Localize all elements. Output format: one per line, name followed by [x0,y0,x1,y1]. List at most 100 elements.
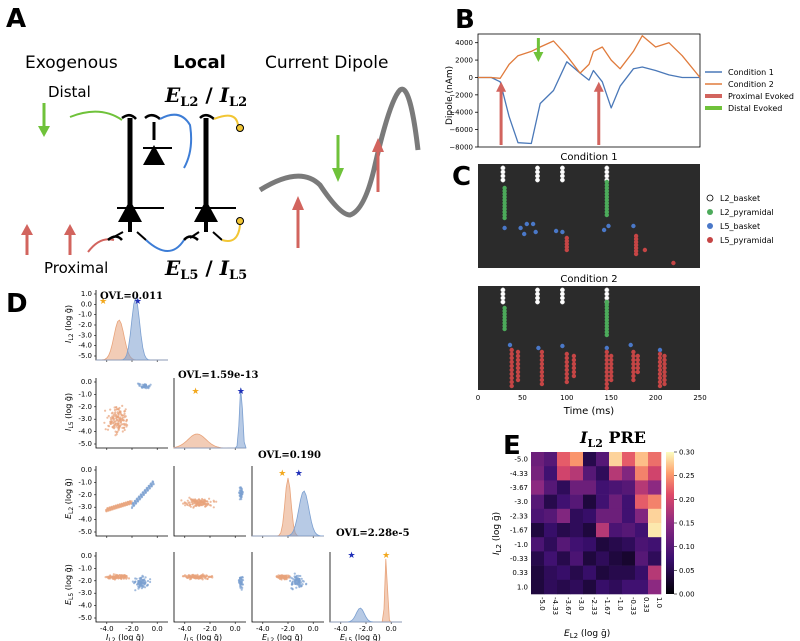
spike-dot [604,365,609,371]
spike-dot [560,229,565,235]
sample-point [293,582,297,585]
heatmap-cell [635,537,649,552]
local-label: Local [173,52,226,73]
sample-point [133,504,136,507]
sample-point [148,487,151,490]
spike-dot [635,365,640,371]
sample-point [284,575,287,578]
heatmap-cell [557,565,571,581]
sample-point [103,421,106,424]
sample-point [125,419,128,422]
sample-point [112,576,115,579]
spike-dot [604,169,610,175]
heatmap-cell [557,480,571,495]
pairplot-y-tick-label: -2.0 [78,577,92,585]
pairplot-y-tick-label: -3.0 [78,589,92,597]
pairplot-row-label: IL2 (log ḡ) [64,305,75,343]
legend-proximal-evoked: Proximal Evoked [728,92,794,101]
sample-point [199,500,202,503]
spike-dot [564,363,569,369]
sample-point [114,422,118,425]
heatmap-x-tick-label: 1.0 [655,597,663,608]
sample-point [110,412,113,415]
spike-dot [524,221,529,227]
spike-dot [509,375,514,381]
sample-point [201,578,204,581]
star-icon: ★ [237,387,245,397]
spike-dot [657,351,663,357]
heatmap-cell [583,579,597,595]
heatmap-x-tick-label: -3.67 [564,597,572,615]
el5-il5-label: EL5 / IL5 [164,256,247,283]
sample-point [188,578,192,581]
proximal-input-curve [87,238,115,253]
colorbar-tick-label: 0.20 [679,496,695,504]
spike-dot [633,251,639,257]
pairplot-axes [173,552,246,623]
heatmap-cell [544,565,558,581]
heatmap-cell [570,537,584,552]
spike-dot [604,165,610,171]
heatmap-cell [648,551,662,566]
spike-dot [509,359,514,365]
spike-dot [539,361,545,367]
sample-point [211,576,214,579]
sample-point [144,576,147,579]
ovl-label: OVL=2.28e-5 [336,528,410,539]
spike-dot [671,260,676,266]
l2-basket-cell-icon [236,124,244,132]
heatmap-cell [570,551,584,566]
sample-point [122,423,125,426]
spike-dot [635,361,640,367]
heatmap-cell [596,466,610,481]
heatmap-cell [544,537,558,552]
sample-point [204,575,208,578]
raster-x-tick-label: 150 [605,394,618,402]
sample-point [142,493,145,496]
pairplot-x-tick-label: -4.0 [178,625,192,633]
sample-point [104,428,107,431]
spike-dot [601,227,607,233]
pairplot-y-tick-label: 0.0 [81,552,92,560]
heatmap-cell [648,494,662,510]
sample-point [237,580,241,584]
star-icon: ★ [99,297,107,307]
spike-dot [564,247,569,253]
heatmap-cell [557,452,571,467]
sample-point [127,577,131,580]
sample-point [207,502,210,505]
heatmap-cell [531,579,545,595]
l2-basket-connection [159,113,193,169]
heatmap-cell [609,551,623,566]
pairplot-axes [95,466,168,537]
spike-dot [502,215,507,221]
heatmap-y-tick-label: -0.33 [510,555,528,563]
sample-point [117,412,120,415]
ovl-label: OVL=0.011 [100,291,163,302]
pairplot-x-tick-label: 0.0 [152,625,163,633]
star-icon: ★ [382,551,390,561]
heatmap-y-tick-label: -2.33 [510,512,528,520]
heatmap-cell [622,537,636,552]
spike-dot [564,351,569,357]
legend-l5-basket: L5_basket [720,222,760,231]
sample-point [142,582,146,585]
spike-dot [535,295,540,301]
spike-dot [533,229,538,235]
heatmap-cell [557,537,571,552]
pairplot-col-label: IL5 (log ḡ) [184,633,222,641]
heatmap-cell [583,537,597,552]
spike-dot [500,165,506,171]
panel-letter-c: C [452,162,471,192]
heatmap-cell [583,494,597,510]
star-icon: ★ [295,469,303,479]
heatmap-cell [570,579,584,595]
sample-point [121,404,124,407]
sample-point [115,574,119,577]
sample-point [300,577,303,580]
spike-dot [604,345,609,351]
heatmap-cell [583,452,597,467]
sample-point [138,586,141,589]
dipole-series-line [478,61,700,145]
heatmap-cell [622,523,636,538]
